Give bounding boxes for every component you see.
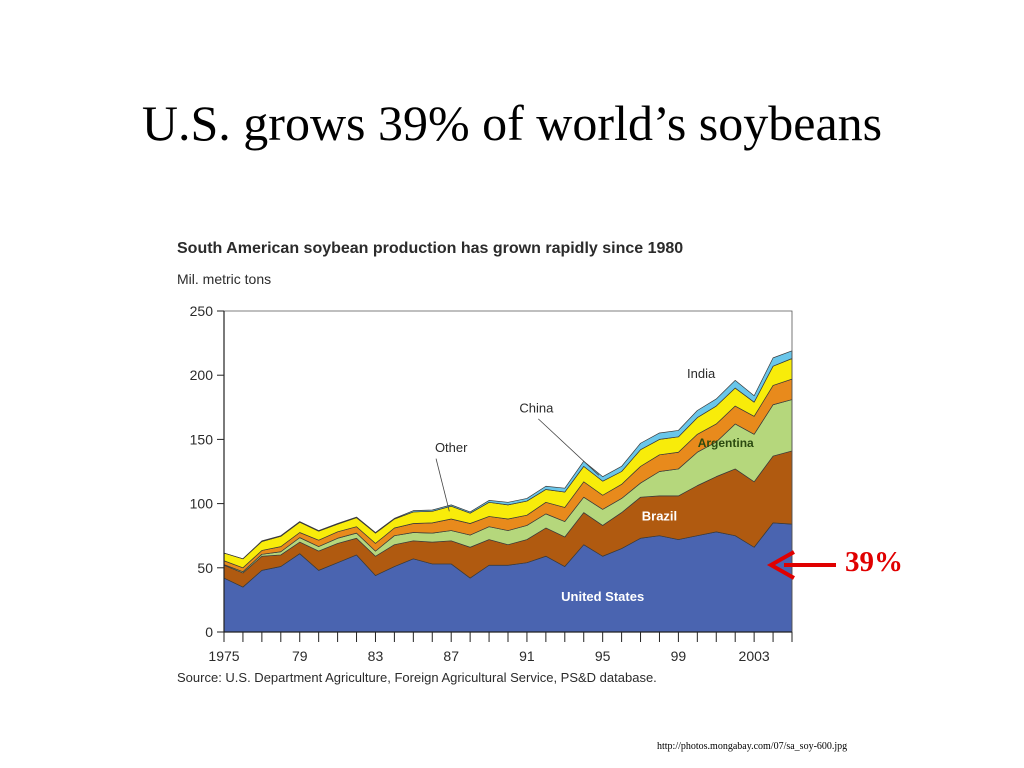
series-labels: United States Brazil Argentina China Other In…	[435, 366, 754, 604]
x-tick-label: 99	[671, 648, 687, 664]
x-tick-label: 79	[292, 648, 308, 664]
chart-title: South American soybean production has gr…	[177, 240, 684, 257]
callout-arrow	[766, 550, 836, 580]
label-leader-lines	[435, 418, 600, 512]
leader-china	[538, 418, 600, 476]
slide-title: U.S. grows 39% of world’s soybeans	[141, 95, 883, 151]
callout-arrow-head	[766, 550, 795, 580]
x-tick-label: 2003	[739, 648, 770, 664]
image-credit-url: http://photos.mongabay.com/07/sa_soy-600…	[657, 741, 848, 752]
series-label-india: India	[687, 366, 716, 381]
x-tick-label: 95	[595, 648, 611, 664]
x-tick-label: 91	[519, 648, 535, 664]
series-label-argentina: Argentina	[698, 436, 754, 450]
area-layers	[223, 350, 793, 633]
callout-percentage: 39%	[845, 546, 903, 578]
y-axis-unit-label: Mil. metric tons	[177, 271, 272, 287]
y-tick-label: 50	[197, 560, 213, 576]
y-tick-label: 250	[190, 303, 214, 319]
x-tick-label: 1975	[208, 648, 239, 664]
series-label-united-states: United States	[561, 589, 644, 604]
y-tick-label: 100	[190, 496, 214, 512]
chart-source-note: Source: U.S. Department Agriculture, For…	[177, 670, 657, 685]
y-tick-label: 150	[190, 431, 214, 447]
series-label-brazil: Brazil	[642, 508, 677, 523]
y-tick-label: 0	[205, 624, 213, 640]
x-tick-label: 87	[443, 648, 459, 664]
series-label-other: Other	[435, 440, 468, 455]
series-label-china: China	[519, 400, 554, 415]
plot-frame	[224, 310, 793, 632]
y-tick-label: 200	[190, 367, 214, 383]
chart-axes: 0 50 100 150 200 250 1975 79 83 87 91 95 99 2003	[190, 303, 793, 664]
x-tick-label: 83	[368, 648, 384, 664]
leader-other	[435, 458, 450, 512]
